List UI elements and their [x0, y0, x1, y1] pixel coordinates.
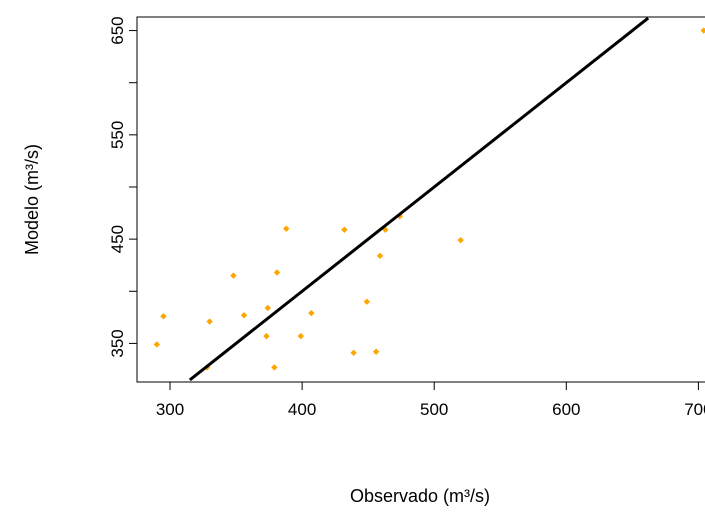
data-point-5 [241, 312, 247, 318]
data-point-11 [298, 333, 304, 339]
plot-box [137, 17, 705, 382]
chart-marks [154, 18, 705, 380]
data-point-17 [377, 253, 383, 259]
data-point-9 [274, 269, 280, 275]
data-point-7 [265, 305, 271, 311]
data-point-3 [206, 318, 212, 324]
data-point-12 [308, 310, 314, 316]
data-point-20 [457, 237, 463, 243]
data-point-4 [230, 272, 236, 278]
y-tick-label-450: 450 [108, 225, 127, 253]
data-point-14 [350, 350, 356, 356]
data-point-10 [283, 226, 289, 232]
fit-line [190, 18, 648, 380]
data-point-13 [341, 227, 347, 233]
data-point-8 [271, 364, 277, 370]
data-point-15 [364, 299, 370, 305]
data-point-16 [373, 349, 379, 355]
y-tick-label-350: 350 [108, 329, 127, 357]
axes: 300 400 500 600 700 350 450 550 650 [108, 16, 705, 419]
x-tick-label-300: 300 [156, 400, 184, 419]
data-point-1 [160, 313, 166, 319]
data-point-21 [700, 27, 705, 33]
x-tick-label-700: 700 [684, 400, 705, 419]
y-axis-title: Modelo (m³/s) [22, 144, 42, 255]
y-tick-label-550: 550 [108, 121, 127, 149]
x-tick-label-600: 600 [552, 400, 580, 419]
y-tick-label-650: 650 [108, 16, 127, 44]
x-axis-title: Observado (m³/s) [350, 486, 490, 506]
data-point-6 [263, 333, 269, 339]
x-tick-label-400: 400 [288, 400, 316, 419]
data-point-0 [154, 341, 160, 347]
x-tick-label-500: 500 [420, 400, 448, 419]
